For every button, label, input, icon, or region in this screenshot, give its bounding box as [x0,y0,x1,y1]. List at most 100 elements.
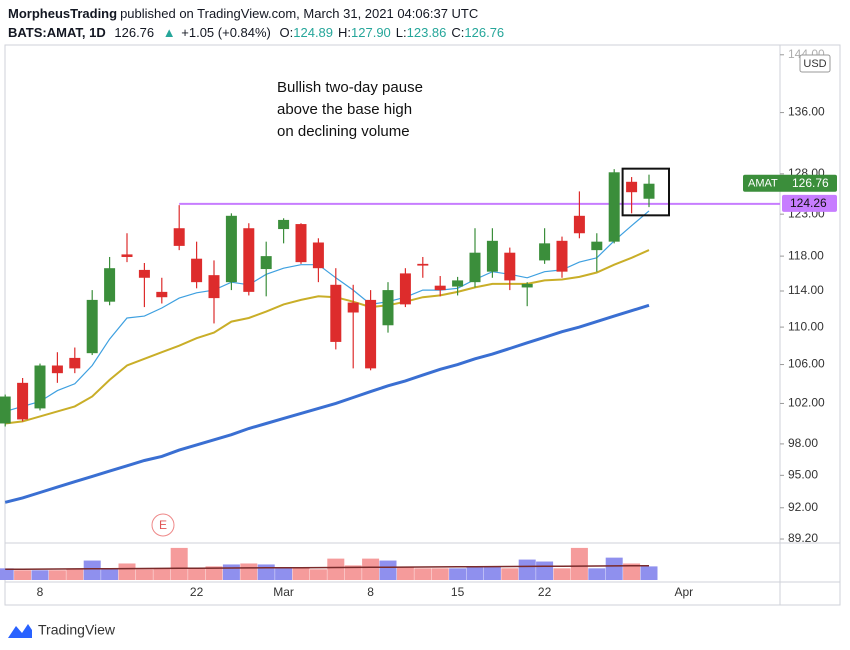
candle-body [382,290,394,326]
candle-body [434,285,446,291]
candle-body [173,228,185,246]
candle-body [208,275,220,299]
y-tick-label: 92.00 [788,500,818,514]
earnings-marker[interactable] [151,513,175,537]
candle-body [573,215,585,234]
x-tick-label: Apr [674,585,693,599]
ohlc-value: 124.89 [293,25,334,40]
candle-body [626,181,638,193]
published: published on TradingView.com, March 31, … [120,6,479,21]
volume-bar [135,569,153,580]
header-line: MorpheusTrading published on TradingView.… [8,6,483,21]
candle-body [225,215,237,283]
candle-body [138,269,150,278]
currency-label: USD [803,58,826,70]
volume-bar [292,567,310,580]
ohlc-value: 127.90 [351,25,391,40]
moving-average-line [4,303,650,504]
candle-body [17,382,29,420]
candle-body [521,283,533,288]
candle-body [156,291,168,298]
volume-bar [431,568,449,580]
tradingview-logo: TradingView [8,622,116,638]
volume-bar [362,558,380,580]
candle-body [556,240,568,272]
volume-bar [14,570,32,580]
x-tick-label: 22 [538,585,552,599]
volume-bar [588,568,606,580]
last-price: 126.76 [114,25,155,40]
earnings-label: E [159,518,167,532]
y-tick-label: 136.00 [788,105,825,119]
candle-body [347,302,359,313]
candle-body [121,254,133,257]
candle-body [295,224,307,263]
moving-average-line [5,210,650,412]
volume-bar [414,568,432,580]
symbol: BATS:AMAT, 1D [8,25,106,40]
change: +1.05 (+0.84%) [181,25,271,40]
volume-bar [188,568,206,580]
moving-average-line [5,249,650,425]
volume-bar [275,568,293,580]
x-tick-label: 22 [190,585,204,599]
ohlc-value: 123.86 [406,25,447,40]
volume-bar [518,559,536,580]
candle-body [452,280,464,287]
ohlc-label: H: [338,25,352,40]
volume-bar [379,560,397,580]
x-tick-label: 15 [451,585,465,599]
volume-bar [222,564,240,580]
volume-bar [66,569,84,580]
candle-body [591,241,603,251]
annotation: above the base high [277,101,412,118]
highlight-box [621,167,670,217]
volume-bar [48,570,66,580]
candle-body [69,357,81,369]
symbol-line: BATS:AMAT, 1D 126.76 ▲ +1.05 (+0.84%) O:… [8,25,509,40]
volume-bar [344,565,362,580]
volume-bar [623,563,641,580]
candle-body [330,284,342,342]
candle-body [399,273,411,305]
volume-bar [240,563,258,580]
volume-bar [483,566,501,580]
candle-body [243,228,255,292]
candle-body [51,365,63,374]
candle-body [86,299,98,354]
annotation: on declining volume [277,123,410,140]
candle-body [643,183,655,199]
level-tag-label: 124.26 [790,196,827,210]
volume-bar [501,568,519,580]
brand: TradingView [38,622,116,638]
candle-body [260,256,272,270]
volume-bar [605,557,623,580]
volume-ma-line [5,564,650,571]
candle-body [365,299,377,369]
candle-body [34,365,46,409]
y-tick-label: 102.00 [788,396,825,410]
ticker-tag: AMAT [748,178,778,190]
ohlc-label: C: [451,25,465,40]
volume-bar [205,566,223,580]
level-tag [782,194,837,212]
y-tick-label: 118.00 [788,248,824,262]
volume-bar [396,567,414,580]
chart-frame [4,44,841,606]
ohlc-label: O: [279,25,294,40]
volume-bar [31,570,49,580]
y-tick-label: 89.20 [788,531,818,545]
volume-bar [536,561,554,580]
author: MorpheusTrading [8,6,118,21]
plot-area [0,210,658,580]
x-tick-label: 8 [367,585,374,599]
volume-bar [118,563,136,580]
logo-icon [8,624,32,638]
currency-box [799,54,831,73]
volume-bar [101,568,119,580]
candle-body [486,240,498,272]
ohlc-label: L: [395,25,407,40]
volume-bar [640,566,658,580]
volume-bar [553,568,571,580]
